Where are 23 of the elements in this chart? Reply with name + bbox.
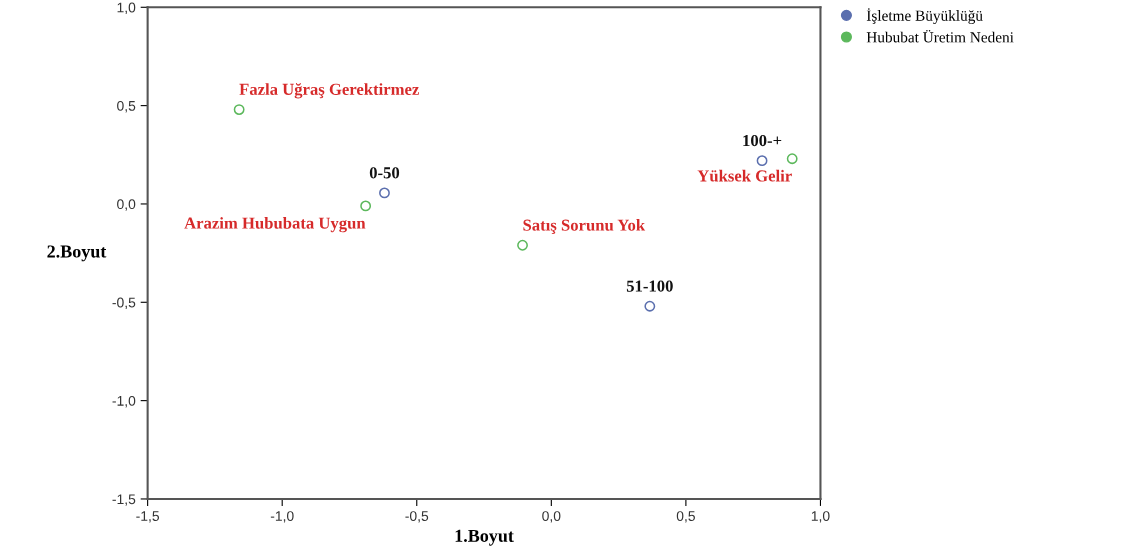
x-tick-label: -1,5 xyxy=(136,511,160,523)
x-tick-label: 0,0 xyxy=(542,511,561,523)
x-tick-label: -0,5 xyxy=(405,511,429,523)
annotation: 0-50 xyxy=(369,167,400,179)
legend-label: Hububat Üretim Nedeni xyxy=(866,29,1014,43)
legend-label: İşletme Büyüklüğü xyxy=(866,8,983,24)
x-tick-label: 0,5 xyxy=(676,511,695,523)
annotation: Fazla Uğraş Gerektirmez xyxy=(239,83,419,99)
y-tick-label: 0,5 xyxy=(117,100,136,113)
annotation: Arazim Hububata Uygun xyxy=(184,217,366,233)
y-tick-label: -0,5 xyxy=(112,297,136,310)
y-axis-title: 2.Boyut xyxy=(47,245,107,262)
y-tick-label: -1,5 xyxy=(112,494,136,506)
annotation: Yüksek Gelir xyxy=(697,169,792,182)
annotation: 100-+ xyxy=(743,134,782,147)
x-axis-title: 1.Boyut xyxy=(455,529,514,546)
x-tick-label: -1,0 xyxy=(270,511,294,523)
y-tick-label: -1,0 xyxy=(112,395,136,408)
y-tick-label: 1,0 xyxy=(117,2,136,15)
y-tick-label: 0,0 xyxy=(117,199,136,211)
annotation: Satış Sorunu Yok xyxy=(523,219,646,235)
annotation: 51-100 xyxy=(626,280,673,292)
x-tick-label: 1,0 xyxy=(811,511,830,523)
